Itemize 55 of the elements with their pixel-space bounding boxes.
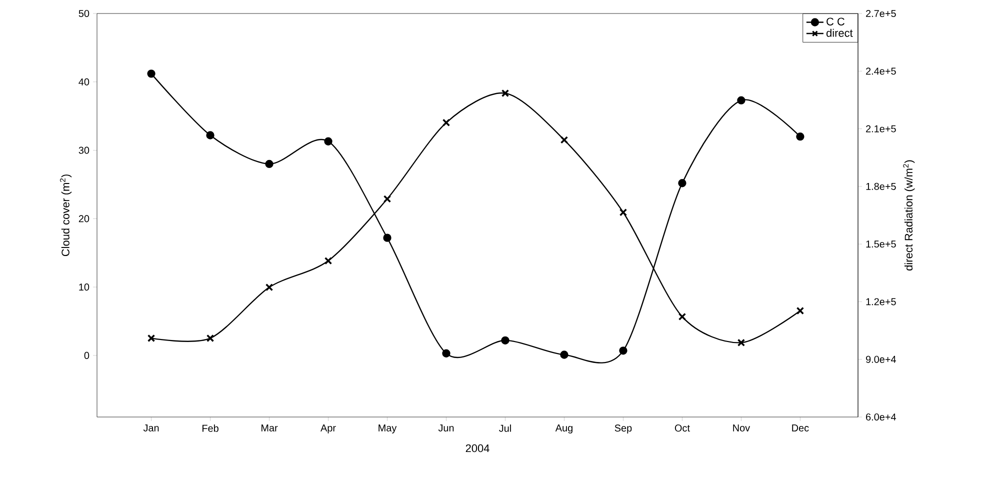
point [265,283,274,292]
point [560,136,568,144]
point [324,137,332,146]
point [619,208,628,216]
point [383,234,392,242]
point [442,349,450,358]
x-tick-label: Aug [555,424,572,434]
x-tick-label: Sep [614,424,632,434]
x-tick-label: May [378,424,397,434]
point [678,312,686,321]
x-tick-label: Apr [320,424,336,434]
point [560,350,568,359]
point [737,338,746,346]
x-tick-label: Dec [792,424,809,432]
y2-tick-label: 2.7e+5 [866,10,896,18]
point [501,336,510,344]
point [619,346,628,355]
x-tick-label: Feb [202,424,218,432]
y2-tick-label: 1.5e+5 [866,240,896,248]
x-tick-label: Jul [499,424,511,432]
y-tick-label: 0 [84,352,90,359]
y2-tick-label: 2.4e+5 [866,68,896,75]
y-tick-label: 50 [78,10,90,18]
point [147,70,156,78]
x-tick-label: Jun [438,424,454,432]
y-tick-label: 30 [78,146,90,154]
x-tick-label: Mar [261,424,278,432]
point [265,160,274,168]
point [206,334,214,342]
point [324,256,332,265]
point [737,96,746,104]
y2-tick-label: 1.2e+5 [866,298,896,306]
point [796,132,804,141]
x-axis-title: 2004 [466,444,490,452]
y2-tick-label: 9.0e+4 [866,356,896,363]
y2-tick-label: 2.1e+5 [866,125,896,132]
x-tick-label: Jan [143,424,159,432]
point [501,89,510,98]
y2-axis-title: direct Radiation (w/m$^{2}$) [903,160,915,270]
point [206,131,214,140]
x-tick-label: Oct [674,424,690,432]
y2-tick-label: 1.8e+5 [866,182,896,190]
point [678,179,686,188]
legend-label: C C [826,18,844,26]
y-tick-label: 40 [78,78,90,86]
point [147,334,156,342]
y-axis-title: Cloud cover (m$^{2}$) [60,174,72,256]
legend-label: direct [826,28,853,37]
x-tick-label: Nov [733,424,750,432]
y-tick-label: 10 [79,284,90,291]
point [383,195,392,203]
y2-tick-label: 6.0e+4 [866,413,896,421]
point [442,118,450,126]
y-tick-label: 20 [78,215,90,222]
point [796,306,804,315]
